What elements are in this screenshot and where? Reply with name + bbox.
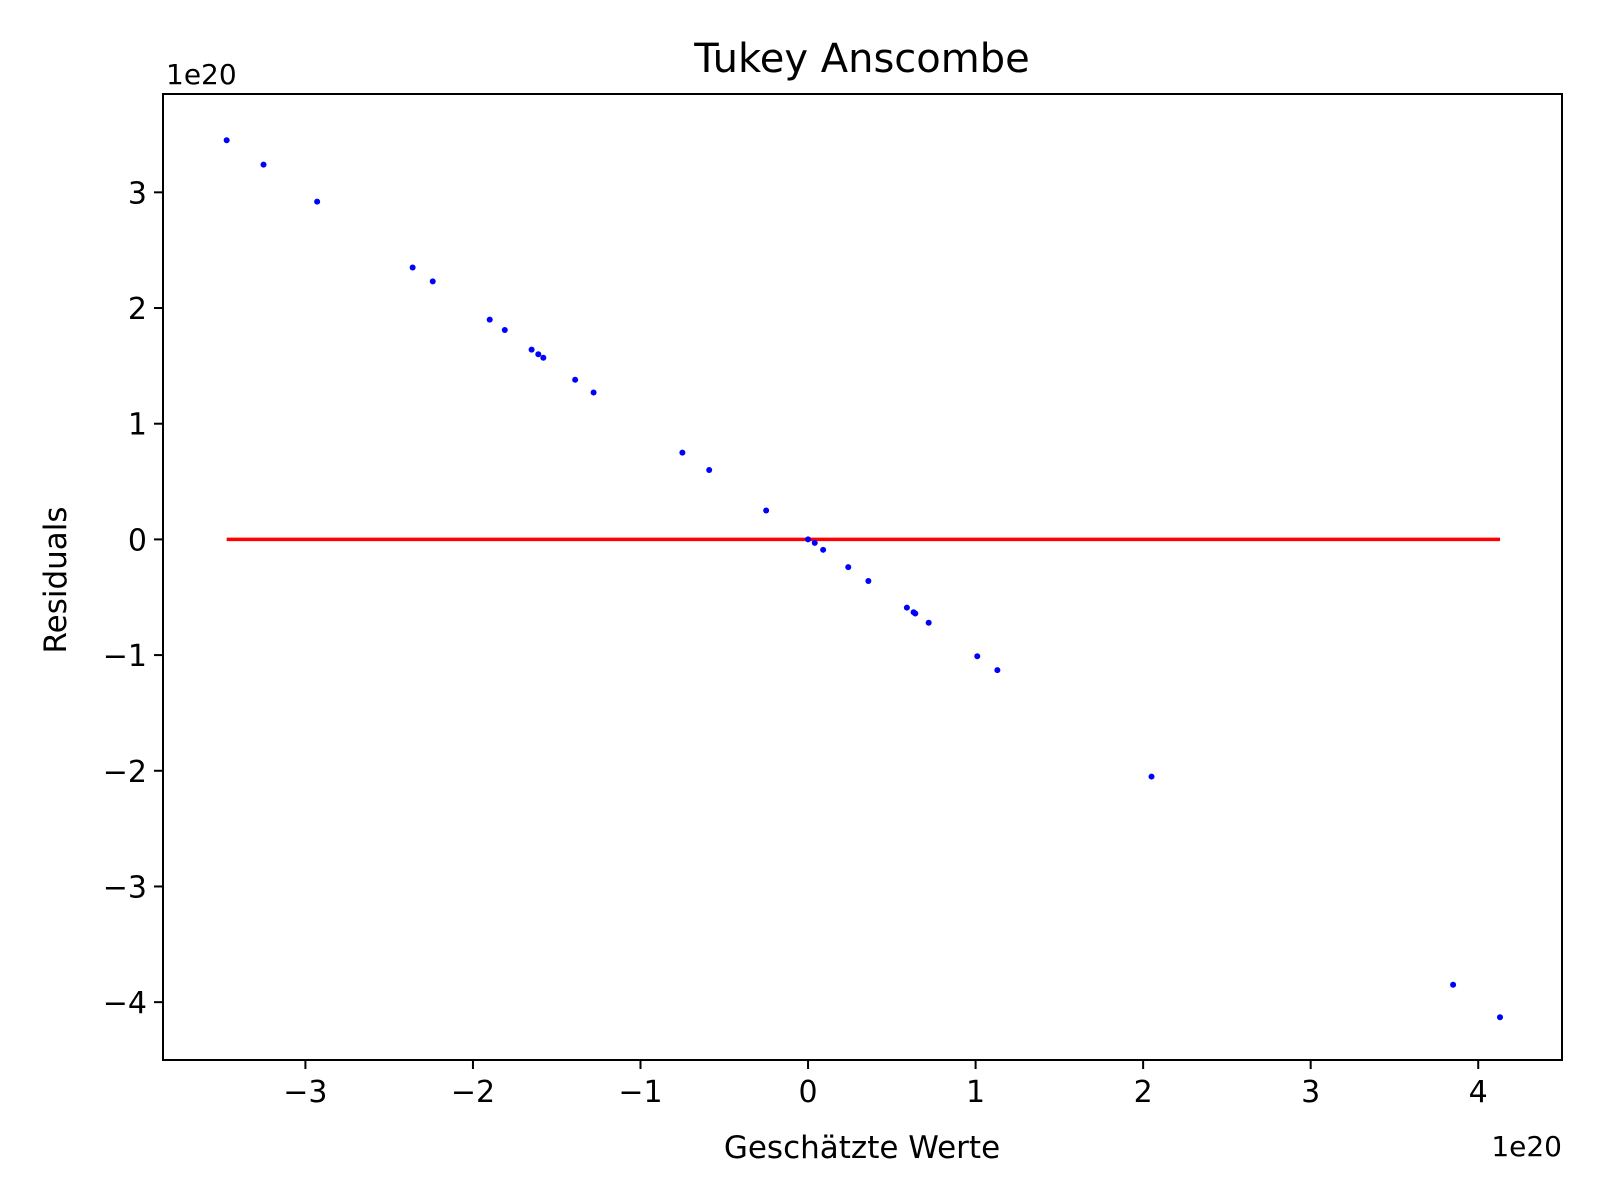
x-tick-label: 0 — [799, 1075, 818, 1110]
residual-point — [535, 351, 542, 358]
x-tick-label: −1 — [618, 1075, 662, 1110]
residual-point — [1450, 981, 1457, 988]
residual-point — [572, 376, 579, 383]
residual-point — [314, 198, 321, 205]
x-tick-label: 3 — [1301, 1075, 1320, 1110]
residual-point — [260, 161, 267, 168]
y-tick-label: −4 — [103, 986, 147, 1021]
residual-point — [486, 316, 493, 323]
residual-point — [805, 536, 812, 543]
x-tick-label: −3 — [283, 1075, 327, 1110]
residual-point — [540, 354, 547, 361]
residual-point — [1148, 773, 1155, 780]
residual-points — [223, 137, 1504, 1021]
residual-point — [590, 389, 597, 396]
residual-point — [409, 264, 416, 271]
x-tick-label: 1 — [966, 1075, 985, 1110]
residual-point — [820, 546, 827, 553]
x-axis-label: Geschätzte Werte — [724, 1130, 1000, 1166]
residual-point — [811, 539, 818, 546]
y-axis-label: Residuals — [38, 506, 74, 653]
residual-point — [763, 507, 770, 514]
y-tick-label: 1 — [128, 408, 147, 443]
x-tick-label: 2 — [1134, 1075, 1153, 1110]
plot-frame — [162, 93, 1563, 1061]
y-tick-label: 0 — [128, 523, 147, 558]
residual-point — [912, 610, 919, 617]
residual-point — [903, 604, 910, 611]
residual-point — [223, 137, 230, 144]
residual-point — [429, 278, 436, 285]
chart-title: Tukey Anscombe — [693, 36, 1029, 82]
y-axis-offset-label: 1e20 — [166, 58, 237, 91]
residual-point — [845, 564, 852, 571]
x-tick-label: −2 — [451, 1075, 495, 1110]
residual-point — [925, 619, 932, 626]
x-axis-offset-label: 1e20 — [1491, 1130, 1562, 1163]
y-tick-label: 3 — [128, 176, 147, 211]
residual-point — [974, 653, 981, 660]
residual-point — [994, 667, 1001, 674]
residual-point — [679, 449, 686, 456]
y-axis-ticks: −4 −3 −2 −1 0 1 2 3 — [103, 176, 163, 1021]
y-tick-label: −1 — [103, 639, 147, 674]
residual-point — [528, 346, 535, 353]
y-tick-label: 2 — [128, 292, 147, 327]
x-axis-ticks: −3 −2 −1 0 1 2 3 4 — [283, 1060, 1488, 1110]
residual-point — [706, 466, 713, 473]
residual-point — [865, 578, 872, 585]
residual-point — [1497, 1014, 1504, 1021]
y-tick-label: −3 — [103, 870, 147, 905]
y-tick-label: −2 — [103, 755, 147, 790]
residual-point — [501, 327, 508, 334]
x-tick-label: 4 — [1469, 1075, 1488, 1110]
